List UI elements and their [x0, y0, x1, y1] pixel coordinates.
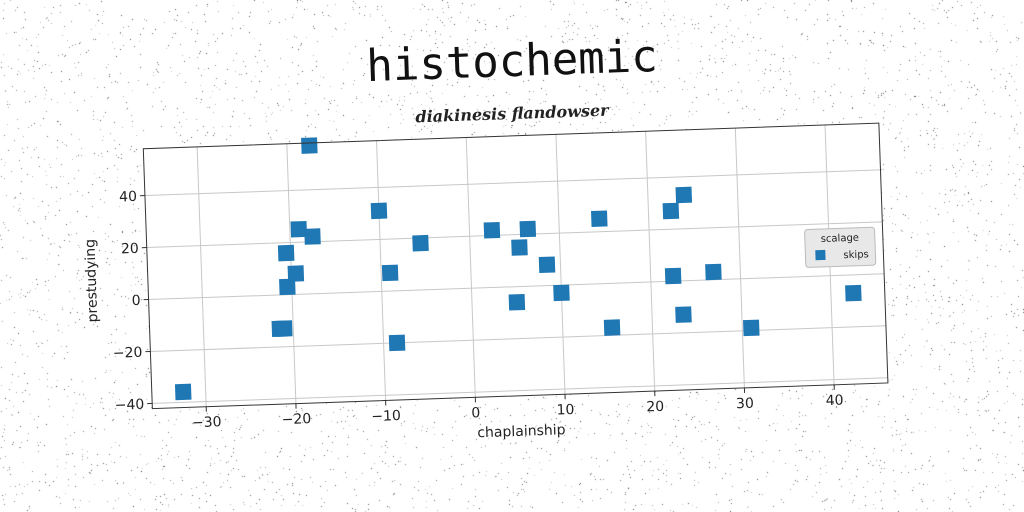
data-points	[174, 137, 862, 401]
x-tick-label: 20	[646, 399, 664, 416]
scatter-point	[519, 220, 537, 238]
y-tick-label: −40	[114, 397, 144, 414]
scatter-point	[279, 278, 296, 296]
scatter-point	[290, 220, 308, 238]
plot-frame	[142, 122, 889, 410]
x-tick-label: 10	[556, 402, 574, 419]
y-tick-label: 0	[131, 293, 140, 309]
y-tick-label: 20	[121, 241, 139, 258]
y-gridline	[148, 273, 885, 300]
grid	[144, 124, 888, 407]
scatter-point	[675, 186, 693, 204]
y-gridline	[146, 221, 883, 249]
scatter-point	[553, 284, 570, 302]
x-gridline	[734, 128, 745, 388]
x-axis-label: chaplainship	[477, 422, 566, 441]
scatter-point	[412, 234, 429, 252]
scatter-point	[277, 244, 295, 262]
scatter-point	[304, 228, 321, 245]
legend: scalage skips	[804, 226, 877, 268]
x-gridline	[465, 137, 476, 398]
scatter-point	[381, 264, 399, 282]
x-gridline	[555, 134, 566, 395]
x-gridline	[376, 140, 387, 401]
x-axis-ticks: −30 −20 −10 0 10 20 30 40	[192, 384, 844, 431]
scatter-point	[662, 202, 680, 220]
scatter-point	[538, 256, 556, 274]
y-tick-label: −20	[113, 345, 143, 362]
y-gridline	[152, 377, 888, 404]
legend-title: scalage	[821, 233, 860, 245]
y-gridline	[144, 169, 881, 197]
scatter-point	[743, 319, 760, 337]
scatter-point	[511, 239, 528, 256]
x-tick-label: −30	[192, 414, 222, 431]
x-gridline	[645, 131, 656, 392]
scatter-point	[174, 383, 192, 401]
x-tick-label: 40	[825, 393, 843, 410]
legend-label-skips: skips	[843, 249, 869, 261]
scatter-point	[675, 306, 692, 323]
scatter-point	[483, 221, 501, 239]
scatter-point	[388, 334, 406, 352]
scatter-point	[287, 265, 305, 282]
scatter-point	[845, 284, 862, 302]
x-tick-label: 30	[736, 396, 754, 413]
x-gridline	[196, 146, 207, 407]
scatter-point	[301, 137, 318, 154]
y-tick-label: 40	[119, 189, 137, 206]
legend-marker-skips	[815, 249, 826, 261]
scatter-point	[591, 210, 608, 227]
y-gridline	[150, 325, 886, 352]
scatter-point	[276, 320, 293, 337]
x-tick-label: −20	[281, 411, 311, 428]
x-tick-label: 0	[471, 405, 480, 421]
scatter-point	[664, 267, 682, 285]
x-tick-label: −10	[371, 408, 401, 425]
scatter-point	[603, 319, 621, 336]
y-axis-label: prestudying	[82, 239, 101, 323]
scatter-point	[705, 263, 722, 281]
scatter-point	[370, 202, 388, 220]
scatter-point	[508, 293, 526, 311]
y-axis-ticks: −40 −20 0 20 40	[113, 189, 153, 414]
